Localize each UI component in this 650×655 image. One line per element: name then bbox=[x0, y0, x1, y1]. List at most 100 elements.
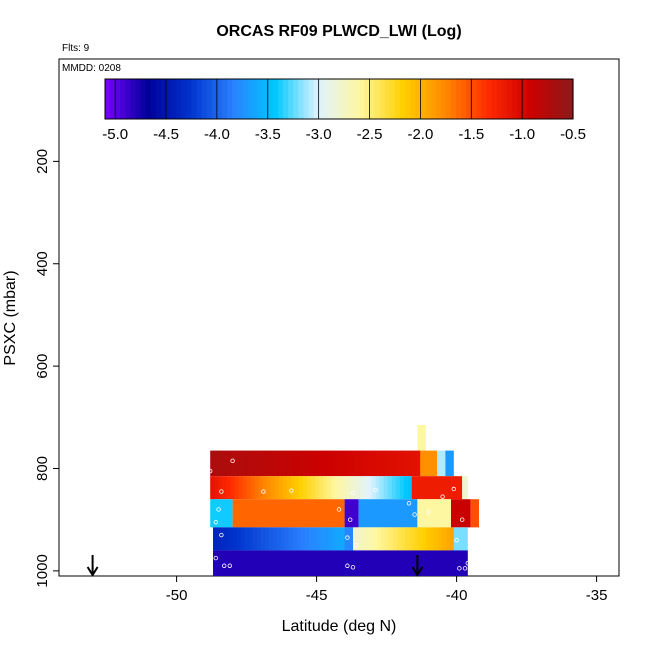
heatmap-cell bbox=[272, 527, 278, 551]
heatmap-cell bbox=[234, 476, 239, 500]
heatmap-cell bbox=[268, 527, 274, 551]
colorbar-tick-label: -3.0 bbox=[306, 126, 332, 143]
x-tick-label: -45 bbox=[306, 587, 328, 604]
heatmap-cell bbox=[260, 527, 266, 551]
colorbar-swatch bbox=[125, 79, 132, 119]
colorbar-swatch bbox=[567, 79, 574, 119]
heatmap-cell bbox=[367, 476, 372, 500]
heatmap-cell bbox=[416, 450, 421, 477]
colorbar-tick-label: -3.5 bbox=[255, 126, 281, 143]
heatmap-cell bbox=[371, 476, 377, 500]
x-tick-label: -50 bbox=[166, 587, 188, 604]
heatmap-cell bbox=[392, 450, 397, 477]
colorbar-swatch bbox=[522, 79, 528, 119]
heatmap-cell bbox=[248, 527, 254, 551]
heatmap-cell bbox=[344, 450, 350, 477]
heatmap-cell bbox=[226, 450, 231, 477]
heatmap-cell bbox=[407, 476, 413, 500]
heatmap-cell bbox=[276, 527, 282, 551]
heatmap-cell bbox=[355, 476, 360, 500]
heatmap-cell bbox=[249, 450, 255, 477]
heatmap-cell bbox=[250, 476, 256, 500]
y-tick-label: 600 bbox=[34, 354, 51, 379]
colorbar-swatch bbox=[486, 79, 493, 119]
colorbar-swatch bbox=[344, 79, 350, 119]
heatmap-cell bbox=[375, 476, 381, 500]
heatmap-cell bbox=[343, 476, 348, 500]
colorbar-swatch bbox=[313, 79, 320, 119]
colorbar-swatch bbox=[359, 79, 366, 119]
heatmap-cell bbox=[356, 450, 362, 477]
heatmap-cell bbox=[296, 527, 302, 551]
heatmap-cell bbox=[230, 450, 235, 477]
heatmap-cell bbox=[437, 450, 446, 477]
sample-point bbox=[289, 488, 294, 493]
heatmap-cell bbox=[411, 476, 463, 500]
heatmap-cell bbox=[320, 527, 326, 551]
heatmap-cell bbox=[387, 476, 393, 500]
heatmap-cell bbox=[232, 499, 345, 528]
colorbar-swatch bbox=[557, 79, 564, 119]
heatmap-cell bbox=[445, 450, 454, 477]
heatmap-cell bbox=[238, 476, 243, 500]
colorbar-swatch bbox=[410, 79, 416, 119]
colorbar-swatch bbox=[181, 79, 187, 119]
colorbar-swatch bbox=[191, 79, 198, 119]
sample-point bbox=[353, 543, 358, 548]
colorbar-swatch bbox=[364, 79, 371, 119]
heatmap-cell bbox=[384, 450, 389, 477]
heatmap-cell bbox=[396, 450, 401, 477]
colorbar-swatch bbox=[272, 79, 279, 119]
heatmap-cell bbox=[329, 450, 334, 477]
sample-point bbox=[221, 563, 227, 568]
heatmap-cell bbox=[264, 527, 270, 551]
sample-point bbox=[216, 507, 221, 512]
heatmap-cell bbox=[433, 527, 439, 551]
colorbar-swatch bbox=[140, 79, 147, 119]
colorbar-swatch bbox=[328, 79, 335, 119]
colorbar-swatch bbox=[369, 79, 376, 119]
heatmap-cell bbox=[417, 527, 423, 551]
colorbar-swatch bbox=[542, 79, 549, 119]
heatmap-cell bbox=[262, 476, 268, 500]
heatmap-cell bbox=[214, 476, 219, 500]
colorbar-tick-label: -2.0 bbox=[407, 126, 433, 143]
colorbar-swatch bbox=[547, 79, 554, 119]
sample-point bbox=[454, 537, 459, 543]
heatmap-cell bbox=[293, 450, 298, 477]
colorbar-swatch bbox=[115, 79, 121, 119]
heatmap-cell bbox=[331, 476, 336, 500]
colorbar-swatch bbox=[303, 79, 310, 119]
heatmap-cell bbox=[328, 527, 334, 551]
heatmap-cell bbox=[266, 476, 272, 500]
colorbar-swatch bbox=[252, 79, 259, 119]
heatmap-cell bbox=[278, 476, 284, 500]
heatmap-cell bbox=[395, 476, 401, 500]
heatmap-cell bbox=[210, 450, 215, 477]
sample-point bbox=[219, 532, 224, 538]
heatmap-cell bbox=[257, 450, 263, 477]
heatmap-cell bbox=[420, 450, 437, 477]
heatmap-cell bbox=[218, 450, 223, 477]
y-axis: 200 400 600 800 1000 bbox=[34, 149, 60, 588]
heatmap-cell bbox=[300, 527, 306, 551]
colorbar-swatch bbox=[394, 79, 401, 119]
x-tick-label: -35 bbox=[586, 587, 608, 604]
colorbar-swatch bbox=[130, 79, 137, 119]
colorbar-swatch bbox=[562, 79, 569, 119]
heatmap-cell bbox=[421, 527, 427, 551]
heatmap-cell bbox=[285, 450, 290, 477]
heatmap-cell bbox=[254, 476, 260, 500]
heatmap-cell bbox=[470, 499, 479, 528]
sample-point bbox=[230, 458, 235, 464]
heatmap-cell bbox=[290, 476, 296, 500]
heatmap-cell bbox=[360, 450, 366, 477]
heatmap-cell bbox=[274, 476, 280, 500]
flight-arrow-head bbox=[411, 566, 424, 577]
colorbar-tick-label: -4.5 bbox=[153, 126, 179, 143]
heatmap-cell bbox=[339, 476, 344, 500]
colorbar-swatch bbox=[466, 79, 472, 119]
heatmap-cell bbox=[252, 527, 258, 551]
colorbar-tick-label: -0.5 bbox=[560, 126, 586, 143]
heatmap-cell bbox=[242, 476, 247, 500]
